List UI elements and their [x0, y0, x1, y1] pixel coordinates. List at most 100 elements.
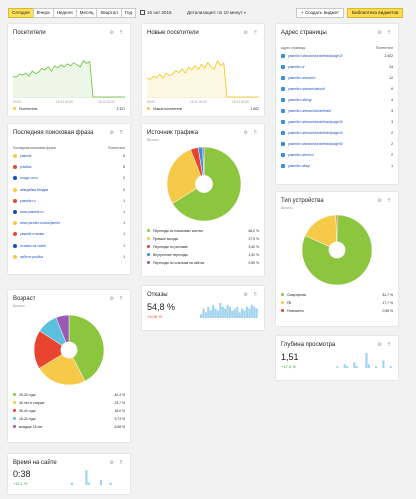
toolbar: Сегодня Вчера Неделя Месяц Квартал Год 1… — [0, 0, 416, 20]
page-icon — [281, 164, 285, 168]
widget-settings-icon[interactable]: ⚙ ⠿ — [109, 296, 125, 302]
widget-settings-icon[interactable]: ⚙ ⠿ — [243, 30, 259, 36]
spark-bar — [212, 304, 215, 318]
table-row[interactable]: yasmile.ru/search/12 — [281, 74, 393, 82]
spark-bar — [202, 308, 205, 318]
legend-value: 81,7 % — [382, 293, 393, 297]
page-icon — [281, 98, 285, 102]
widget-title: Отказы — [147, 292, 168, 298]
row-count: 4 — [391, 98, 393, 102]
widget-settings-icon[interactable]: ⚙ ⠿ — [109, 30, 125, 36]
spark-bar — [224, 308, 227, 318]
spark-bar — [238, 312, 241, 318]
table-row[interactable]: yasmile отзывы 1 — [13, 230, 125, 238]
traffic-pie-chart — [166, 146, 242, 222]
search-engine-icon — [13, 165, 17, 170]
tab-today[interactable]: Сегодня — [8, 8, 34, 18]
widget-visitors: Посетители ⚙ ⠿ 00:00 18.10.00:00 18.10.0… — [8, 24, 130, 116]
row-count: 9 — [123, 154, 125, 158]
spark-bar — [365, 353, 368, 368]
legend-item: младше 18 лет 6,08 % — [13, 424, 125, 430]
table-row[interactable]: yasmile.ru/search/undefined/page/2/2 402 — [281, 52, 393, 60]
search-engine-icon — [13, 254, 17, 259]
widget-settings-icon[interactable]: ⚙ ⠿ — [243, 292, 259, 298]
date-picker[interactable]: 16 окт 2016 — [140, 8, 172, 18]
page-link: yasmile.ru/search/undefined/page/2/ — [288, 54, 343, 58]
spark-bar — [248, 308, 251, 318]
table-row[interactable]: yasmile.ru/blog/4 — [281, 96, 393, 104]
widget-library-button[interactable]: Библиотека виджетов — [347, 8, 404, 18]
spark-bar — [214, 308, 217, 318]
bounce-sparkline — [200, 303, 258, 318]
spark-bar — [389, 366, 392, 368]
add-widget-button[interactable]: + Создать виджет — [296, 8, 344, 18]
table-row[interactable]: yasmile.ru/search/undefined/3 — [281, 107, 393, 115]
spark-bar — [236, 306, 239, 318]
detail-select[interactable]: Детализация: по 10 минут ▾ — [187, 8, 246, 18]
period-tabs: Сегодня Вчера Неделя Месяц Квартал Год — [8, 8, 137, 18]
table-row[interactable]: yasmile.ru 1 — [13, 197, 125, 205]
legend-item: 35-44 года 18,0 % — [13, 408, 125, 414]
legend-value: 17,7 % — [382, 301, 393, 305]
page-link: yasmile.ru/blog/ — [288, 98, 312, 102]
table-row[interactable]: yasmile.ru/24 — [281, 63, 393, 71]
page-link: yasmile.ru/menu/ — [288, 153, 314, 157]
spark-bar — [250, 304, 253, 318]
table-row[interactable]: yasmile.ru/search/undefined/page/5/2 — [281, 140, 393, 148]
tab-week[interactable]: Неделя — [52, 8, 77, 18]
widget-settings-icon[interactable]: ⚙ ⠿ — [377, 198, 393, 204]
row-count: 1 — [123, 254, 125, 259]
widget-page-depth: Глубина просмотра ⚙ ⠿ 1,51 +17,4 % — [276, 336, 398, 380]
table-row[interactable]: yasmile 9 — [13, 152, 125, 160]
series-area — [147, 60, 259, 98]
pie-slice — [38, 349, 86, 386]
widget-settings-icon[interactable]: ⚙ ⠿ — [243, 130, 259, 136]
table-row[interactable]: забота улыбка 1 — [13, 253, 125, 261]
table-row[interactable]: абвгдейка бандия 2 — [13, 186, 125, 194]
table-row[interactable]: www.yandex.ru/clck/jsredir 1 — [13, 219, 125, 227]
legend-item: Переходы по ссылкам на сайтах 0,59 % — [147, 260, 259, 266]
legend-label: Переходы из поисковых систем — [153, 229, 203, 233]
legend-value: 18,0 % — [114, 409, 125, 413]
table-row[interactable]: yasmile.ru/faq/1 — [281, 162, 393, 170]
table-row[interactable]: отзывы на сайте 1 — [13, 242, 125, 250]
tab-yesterday[interactable]: Вчера — [32, 8, 54, 18]
table-row[interactable]: yasmile.ru/search/about/6 — [281, 85, 393, 93]
row-count: 3 — [391, 109, 393, 113]
tab-year[interactable]: Год — [120, 8, 137, 18]
widget-subtitle: Визиты — [147, 138, 159, 142]
table-row[interactable]: www.yasmile.ru 1 — [13, 208, 125, 216]
spark-bar — [200, 314, 203, 318]
widget-settings-icon[interactable]: ⚙ ⠿ — [109, 130, 125, 136]
widget-settings-icon[interactable]: ⚙ ⠿ — [377, 342, 393, 348]
depth-delta: +17,4 % — [281, 364, 296, 369]
search-engine-icon — [13, 232, 17, 237]
widget-settings-icon[interactable]: ⚙ ⠿ — [377, 30, 393, 36]
spark-bar — [226, 304, 229, 318]
legend-value: 42,4 % — [114, 393, 125, 397]
widget-title: Посетители — [13, 30, 46, 36]
spark-bar — [233, 308, 236, 318]
table-row[interactable]: yasmile.ru/search/undefined/page/4/2 — [281, 129, 393, 137]
spark-bar — [336, 366, 339, 368]
search-phrase: yasmile отзывы — [20, 232, 45, 237]
page-link: yasmile.ru/search/undefined/page/4/ — [288, 131, 343, 135]
widget-settings-icon[interactable]: ⚙ ⠿ — [109, 460, 125, 466]
donut-hole — [195, 175, 213, 193]
new-visitors-line-chart — [147, 59, 259, 98]
table-row[interactable]: пгшдо оотэ 2 — [13, 174, 125, 182]
series-area — [13, 60, 125, 98]
spark-bar — [221, 306, 224, 318]
search-phrase: улыбка — [20, 165, 32, 170]
page-link: yasmile.ru/faq/ — [288, 164, 311, 168]
table-row[interactable]: улыбка 5 — [13, 163, 125, 171]
legend-item: Планшеты 0,55 % — [281, 308, 393, 314]
legend-value: 23,7 % — [114, 401, 125, 405]
tab-quarter[interactable]: Квартал — [96, 8, 122, 18]
tab-month[interactable]: Месяц — [75, 8, 98, 18]
search-engine-icon — [13, 243, 17, 248]
legend-item: Прямые заходы 27,9 % — [147, 236, 259, 242]
x-tick: 18.10.00:00 — [190, 100, 207, 104]
table-row[interactable]: yasmile.ru/menu/2 — [281, 151, 393, 159]
table-row[interactable]: yasmile.ru/search/undefined/page/3/3 — [281, 118, 393, 126]
